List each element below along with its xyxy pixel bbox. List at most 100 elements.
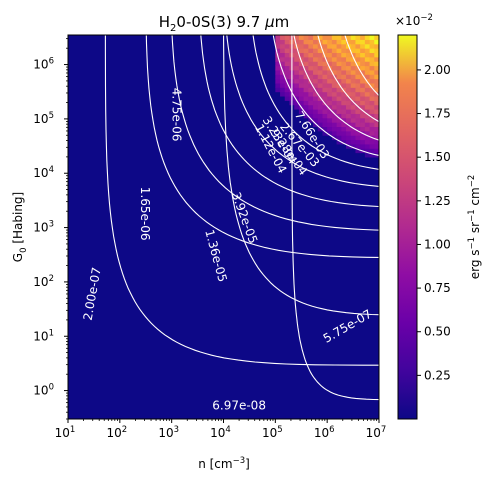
heatmap-cell bbox=[341, 126, 347, 132]
heatmap-cell bbox=[303, 100, 309, 106]
colorbar-tick-label: 0.25 bbox=[424, 368, 451, 382]
x-tick-label: 105 bbox=[262, 425, 283, 440]
y-tick-label: 103 bbox=[33, 220, 54, 235]
heatmap-cell bbox=[327, 78, 333, 84]
heatmap-cell bbox=[327, 100, 333, 106]
heatmap-cell bbox=[355, 87, 361, 93]
heatmap-cell bbox=[331, 91, 338, 97]
heatmap-cell bbox=[346, 139, 352, 145]
heatmap-cell bbox=[327, 126, 333, 132]
heatmap-cell bbox=[298, 108, 305, 114]
heatmap-cell bbox=[298, 52, 305, 58]
heatmap-cell bbox=[322, 130, 328, 136]
heatmap-cell bbox=[355, 74, 361, 80]
heatmap-cell bbox=[336, 56, 342, 62]
heatmap-cell bbox=[360, 126, 366, 132]
contour-line bbox=[344, 35, 379, 97]
heatmap-cell bbox=[374, 78, 379, 84]
heatmap-cell bbox=[350, 91, 357, 97]
heatmap-cell bbox=[369, 108, 375, 114]
heatmap-cell bbox=[280, 56, 286, 62]
heatmap-cell bbox=[346, 100, 352, 106]
heatmap-cell bbox=[331, 48, 338, 54]
heatmap-cell bbox=[317, 117, 324, 123]
heatmap-cell bbox=[369, 143, 375, 149]
heatmap-cell bbox=[341, 35, 347, 40]
heatmap-cell bbox=[336, 130, 342, 136]
heatmap-cell bbox=[350, 56, 357, 62]
heatmap-cell bbox=[275, 35, 281, 40]
heatmap-cell bbox=[346, 91, 352, 97]
heatmap-cell bbox=[313, 117, 319, 123]
heatmap-cell bbox=[280, 82, 286, 88]
heatmap-cell bbox=[350, 104, 357, 110]
heatmap-cell bbox=[369, 69, 375, 75]
heatmap-cell bbox=[336, 39, 342, 45]
colorbar-tick-label: 0.50 bbox=[424, 325, 451, 339]
heatmap-cell bbox=[308, 35, 314, 40]
heatmap-cell bbox=[331, 87, 338, 93]
heatmap-cell bbox=[346, 78, 352, 84]
heatmap-cell bbox=[313, 122, 319, 128]
heatmap-cell bbox=[341, 82, 347, 88]
heatmap-cell bbox=[294, 91, 300, 97]
heatmap-cell bbox=[364, 65, 371, 71]
heatmap-cell bbox=[298, 100, 305, 106]
heatmap-cell bbox=[341, 78, 347, 84]
heatmap-cell bbox=[369, 130, 375, 136]
heatmap-cell bbox=[327, 48, 333, 54]
heatmap-cell bbox=[298, 74, 305, 80]
heatmap-cell bbox=[280, 61, 286, 67]
heatmap-cell bbox=[374, 35, 379, 40]
heatmap-cell bbox=[331, 39, 338, 45]
heatmap-cell bbox=[322, 48, 328, 54]
x-tick-label: 103 bbox=[158, 425, 179, 440]
heatmap-cell bbox=[360, 65, 366, 71]
heatmap-cell bbox=[364, 69, 371, 75]
heatmap-cell bbox=[284, 35, 291, 40]
heatmap-cell bbox=[317, 78, 324, 84]
heatmap-cell bbox=[364, 87, 371, 93]
heatmap-cell bbox=[369, 87, 375, 93]
heatmap-cell bbox=[313, 35, 319, 40]
heatmap-cell bbox=[284, 61, 291, 67]
heatmap-cell bbox=[364, 74, 371, 80]
heatmap-cell bbox=[369, 65, 375, 71]
heatmap-cell bbox=[350, 48, 357, 54]
heatmap-cell bbox=[322, 117, 328, 123]
heatmap-cell bbox=[317, 35, 324, 40]
heatmap-cell bbox=[374, 113, 379, 119]
heatmap-cell bbox=[346, 74, 352, 80]
heatmap-cell bbox=[294, 39, 300, 45]
heatmap-cell bbox=[364, 122, 371, 128]
heatmap-cell bbox=[364, 56, 371, 62]
heatmap-cell bbox=[355, 100, 361, 106]
colorbar-label: erg s−1 sr−1 cm−2 bbox=[467, 175, 482, 280]
heatmap-cell bbox=[322, 52, 328, 58]
heatmap-cell bbox=[355, 35, 361, 40]
heatmap-cell bbox=[350, 130, 357, 136]
heatmap-cell bbox=[350, 35, 357, 40]
heatmap-cell bbox=[336, 95, 342, 101]
heatmap-cell bbox=[294, 35, 300, 40]
heatmap-cell bbox=[322, 91, 328, 97]
heatmap-cell bbox=[369, 91, 375, 97]
heatmap-cell bbox=[317, 48, 324, 54]
heatmap-cell bbox=[360, 91, 366, 97]
heatmap-cell bbox=[308, 61, 314, 67]
heatmap-cell bbox=[327, 87, 333, 93]
heatmap-cell bbox=[294, 56, 300, 62]
heatmap-cell bbox=[369, 152, 375, 158]
heatmap-cell bbox=[308, 91, 314, 97]
heatmap-cell bbox=[364, 43, 371, 49]
heatmap-cell bbox=[360, 87, 366, 93]
heatmap-cell bbox=[303, 74, 309, 80]
heatmap-cell bbox=[280, 78, 286, 84]
heatmap-cell bbox=[350, 74, 357, 80]
heatmap-cell bbox=[322, 122, 328, 128]
heatmap-cell bbox=[350, 69, 357, 75]
heatmap-cell bbox=[369, 148, 375, 154]
heatmap-cell bbox=[369, 95, 375, 101]
heatmap-cell bbox=[317, 56, 324, 62]
heatmap-cell bbox=[346, 130, 352, 136]
